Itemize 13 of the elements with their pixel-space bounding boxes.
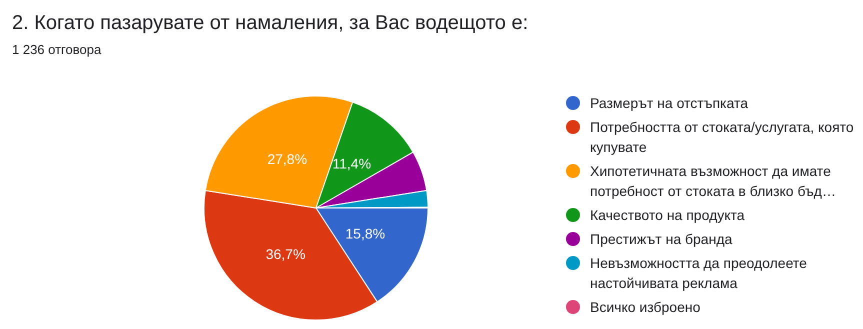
legend-label: Престижът на бранда [590,231,732,247]
chart-title: 2. Когато пазарувате от намаления, за Вас водещото е: [12,12,528,35]
data-label: 36,7% [266,246,306,262]
legend-label: Всичко изброено [590,299,700,315]
data-label: 27,8% [267,150,308,167]
data-label: 15,8% [345,226,386,242]
data-label: 11,4% [332,156,372,172]
legend-label: Размерът на отстъпката [590,95,748,111]
legend-label: Качеството на продукта [590,207,745,223]
legend-label: Хипотетичната възможност да имате потребност от стоката в близко бъд… [590,163,836,199]
text: 1 236 отговора [12,42,102,57]
legend-label: Потребността от стоката/услугата, която купувате [590,119,854,155]
legend-label: Невъзможността да преодолеете настойчивата реклама [590,255,807,291]
